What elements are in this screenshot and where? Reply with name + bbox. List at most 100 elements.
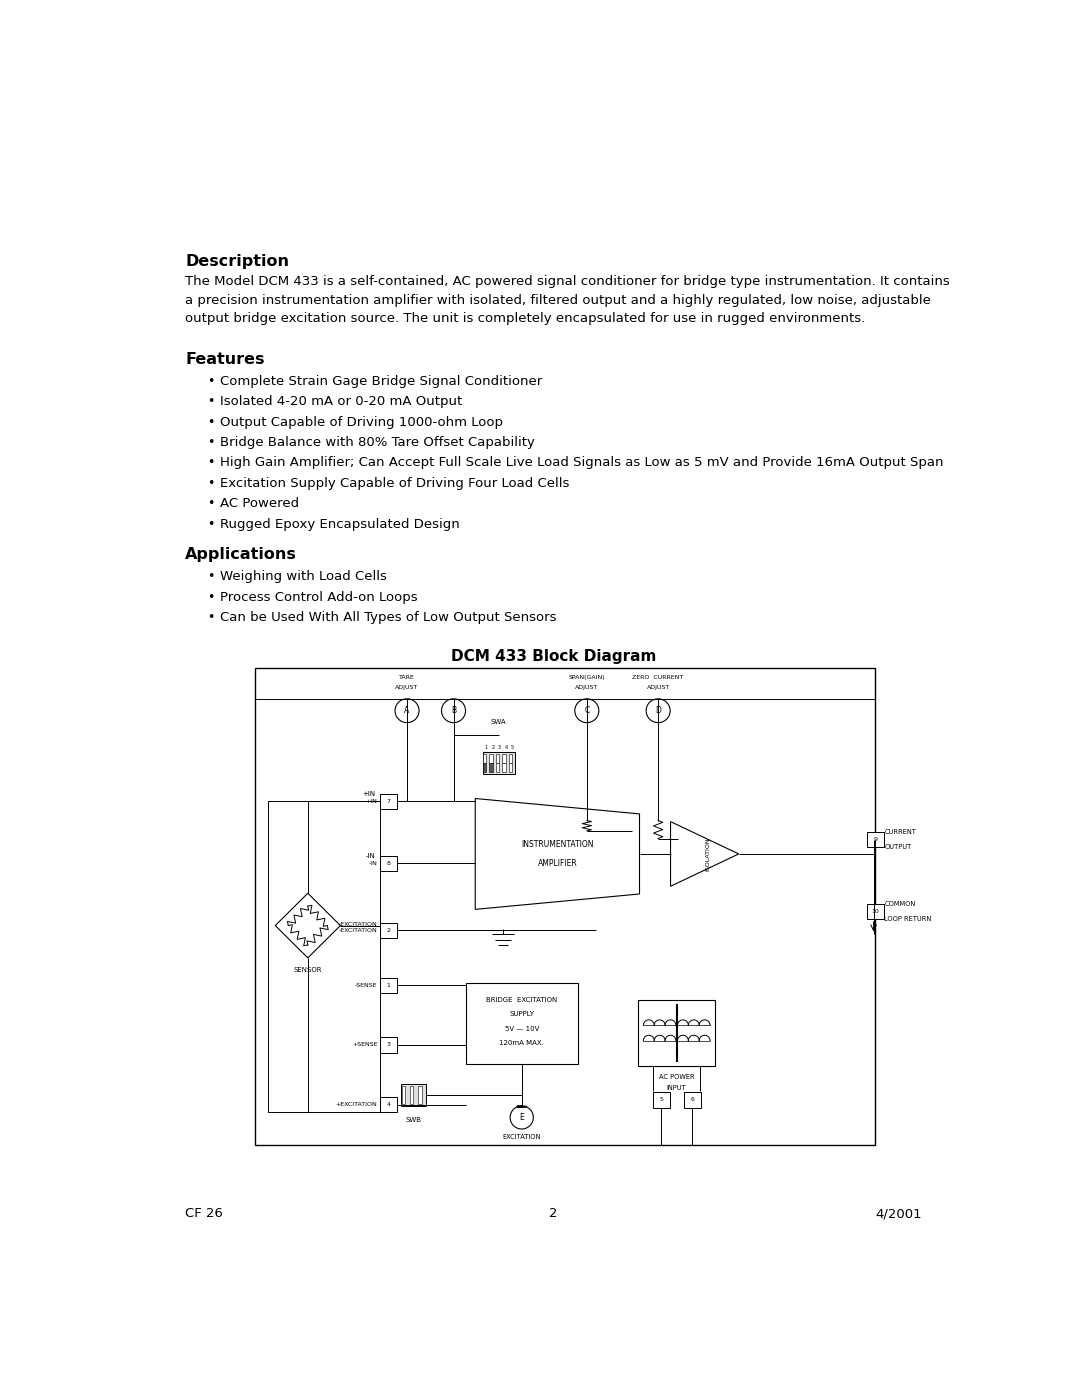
Text: Output Capable of Driving 1000-ohm Loop: Output Capable of Driving 1000-ohm Loop (220, 415, 503, 429)
Text: 4: 4 (504, 745, 508, 750)
Text: •: • (207, 374, 215, 388)
Text: AC Powered: AC Powered (220, 497, 299, 510)
Bar (489, 754, 492, 763)
Text: D: D (656, 707, 661, 715)
Bar (380, 922, 397, 937)
Bar (418, 1085, 421, 1104)
Text: E: E (519, 1113, 524, 1122)
Bar (496, 754, 499, 763)
Text: •: • (207, 457, 215, 469)
Text: 5: 5 (659, 1097, 663, 1102)
Bar (465, 983, 578, 1065)
Text: Complete Strain Gage Bridge Signal Conditioner: Complete Strain Gage Bridge Signal Condi… (220, 374, 542, 388)
Text: +SENSE: +SENSE (352, 1042, 378, 1048)
Text: CF 26: CF 26 (186, 1207, 224, 1220)
Bar (380, 978, 397, 993)
Bar (496, 763, 499, 773)
Text: -SENSE: -SENSE (355, 982, 378, 988)
Text: -IN: -IN (368, 861, 378, 866)
Text: COMMON: COMMON (885, 901, 916, 907)
Bar (483, 754, 486, 763)
Text: SWB: SWB (405, 1118, 421, 1123)
Text: B: B (451, 707, 456, 715)
Bar (638, 1000, 715, 1066)
Polygon shape (671, 821, 739, 886)
Bar (401, 1084, 426, 1106)
Text: •: • (207, 591, 215, 604)
Text: SUPPLY: SUPPLY (510, 1011, 535, 1017)
Text: 3: 3 (498, 745, 501, 750)
Text: 1: 1 (387, 982, 390, 988)
Text: 9: 9 (873, 837, 877, 842)
Text: Rugged Epoxy Encapsulated Design: Rugged Epoxy Encapsulated Design (220, 518, 460, 531)
Text: +EXCITATION: +EXCITATION (336, 1102, 378, 1106)
Bar (380, 1037, 397, 1052)
Text: ADJUST: ADJUST (395, 686, 419, 690)
Text: +IN: +IN (366, 799, 378, 803)
Bar (268, 802, 380, 1112)
Text: A: A (404, 707, 409, 715)
Text: 2: 2 (387, 928, 391, 933)
Text: 2: 2 (491, 745, 495, 750)
Text: The Model DCM 433 is a self-contained, AC powered signal conditioner for bridge : The Model DCM 433 is a self-contained, A… (186, 275, 950, 326)
Text: •: • (207, 570, 215, 584)
Bar (502, 763, 505, 773)
Text: -IN: -IN (365, 854, 375, 859)
Text: SWA: SWA (491, 719, 507, 725)
Text: •: • (207, 476, 215, 490)
Text: 6: 6 (690, 1097, 694, 1102)
Text: EXCITATION: EXCITATION (502, 1134, 541, 1140)
Text: •: • (207, 518, 215, 531)
Text: High Gain Amplifier; Can Accept Full Scale Live Load Signals as Low as 5 mV and : High Gain Amplifier; Can Accept Full Sca… (220, 457, 944, 469)
Text: 1: 1 (485, 745, 488, 750)
Text: Description: Description (186, 254, 289, 268)
Text: AC POWER: AC POWER (659, 1074, 694, 1080)
Text: 4/2001: 4/2001 (875, 1207, 921, 1220)
Text: OUTPUT: OUTPUT (885, 844, 912, 851)
Text: TARE: TARE (400, 675, 415, 679)
Text: Process Control Add-on Loops: Process Control Add-on Loops (220, 591, 418, 604)
Text: -EXCITATION: -EXCITATION (339, 922, 378, 928)
Bar (380, 856, 397, 872)
Bar (380, 1097, 397, 1112)
Text: SENSOR: SENSOR (294, 967, 322, 974)
Text: •: • (207, 395, 215, 408)
Text: ADJUST: ADJUST (647, 686, 670, 690)
Bar (509, 763, 512, 773)
Bar (402, 1085, 405, 1104)
Text: Isolated 4-20 mA or 0-20 mA Output: Isolated 4-20 mA or 0-20 mA Output (220, 395, 462, 408)
Text: •: • (207, 415, 215, 429)
Text: Bridge Balance with 80% Tare Offset Capability: Bridge Balance with 80% Tare Offset Capa… (220, 436, 535, 448)
Bar (410, 1085, 414, 1104)
Text: 10: 10 (872, 908, 879, 914)
Text: INSTRUMENTATION: INSTRUMENTATION (522, 840, 594, 849)
Text: 2: 2 (550, 1207, 557, 1220)
Text: •: • (207, 436, 215, 448)
Text: ISOLATION: ISOLATION (705, 837, 711, 870)
Text: AMPLIFIER: AMPLIFIER (538, 859, 577, 868)
Text: •: • (207, 610, 215, 624)
Text: Excitation Supply Capable of Driving Four Load Cells: Excitation Supply Capable of Driving Fou… (220, 476, 569, 490)
Text: 5: 5 (511, 745, 514, 750)
Text: SPAN(GAIN): SPAN(GAIN) (568, 675, 605, 679)
Text: •: • (207, 497, 215, 510)
Text: Applications: Applications (186, 548, 297, 562)
Text: LOOP RETURN: LOOP RETURN (885, 916, 932, 922)
Bar (255, 668, 875, 1146)
Text: 3: 3 (387, 1042, 391, 1048)
Text: CURRENT: CURRENT (885, 828, 916, 835)
Text: 120mA MAX.: 120mA MAX. (499, 1041, 544, 1046)
Bar (380, 793, 397, 809)
Bar (866, 833, 883, 848)
Text: DCM 433 Block Diagram: DCM 433 Block Diagram (450, 648, 657, 664)
Polygon shape (475, 799, 639, 909)
Text: INPUT: INPUT (666, 1085, 687, 1091)
Text: 5V — 10V: 5V — 10V (504, 1025, 539, 1032)
Text: +IN: +IN (362, 791, 375, 796)
Text: C: C (584, 707, 590, 715)
Text: ADJUST: ADJUST (576, 686, 598, 690)
Text: 8: 8 (387, 861, 390, 866)
Bar (483, 753, 515, 774)
Text: Weighing with Load Cells: Weighing with Load Cells (220, 570, 387, 584)
Text: Features: Features (186, 352, 265, 366)
